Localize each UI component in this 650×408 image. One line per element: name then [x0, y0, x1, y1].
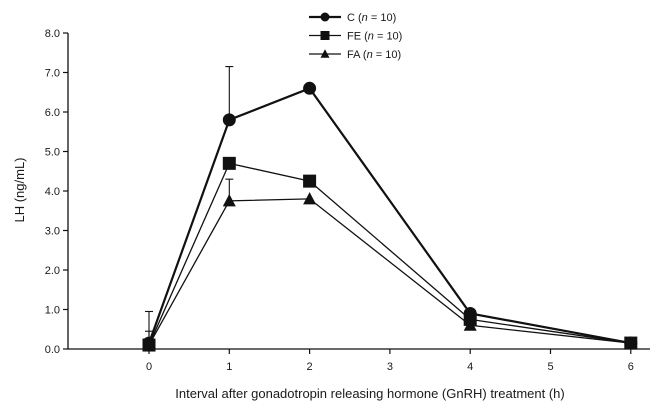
- x-tick-label: 5: [547, 361, 553, 373]
- x-tick-label: 2: [307, 361, 313, 373]
- legend-marker: [320, 12, 330, 22]
- data-point: [142, 338, 156, 351]
- data-point: [624, 336, 638, 349]
- legend-entry: FA (n = 10): [347, 49, 401, 61]
- y-tick-label: 3.0: [45, 226, 60, 238]
- series-line: [148, 198, 631, 346]
- data-point: [303, 81, 317, 95]
- legend-marker: [320, 49, 330, 58]
- y-tick-label: 0.0: [45, 344, 60, 356]
- data-point: [303, 192, 317, 205]
- data-point: [463, 318, 477, 331]
- y-tick-label: 5.0: [45, 147, 60, 159]
- x-tick-label: 3: [387, 361, 393, 373]
- x-tick-label: 1: [226, 361, 232, 373]
- axes: 0.0 1.0 2.0 3.0 4.0 5.0 6.0 7.0 8.0 0 1 2 3 4 5 6: [45, 28, 650, 373]
- data-series: [142, 66, 638, 352]
- data-point: [222, 194, 236, 207]
- y-tick-label: 4.0: [45, 186, 60, 198]
- legend-entry: C (n = 10): [347, 12, 396, 24]
- y-tick-label: 2.0: [45, 265, 60, 277]
- legend-marker: [320, 31, 330, 40]
- y-tick-label: 1.0: [45, 305, 60, 317]
- x-tick-label: 0: [146, 361, 152, 373]
- y-tick-label: 8.0: [45, 28, 60, 40]
- legend: C (n = 10) FE (n = 10) FA (n = 10): [309, 12, 402, 61]
- x-axis-title: Interval after gonadotropin releasing ho…: [175, 386, 564, 401]
- legend-entry: FE (n = 10): [347, 31, 402, 43]
- x-tick-label: 6: [628, 361, 634, 373]
- y-axis-title: LH (ng/mL): [12, 157, 27, 222]
- data-point: [303, 174, 317, 188]
- data-point: [222, 113, 236, 127]
- series-line: [148, 162, 631, 346]
- y-tick-label: 7.0: [45, 68, 60, 80]
- y-tick-label: 6.0: [45, 107, 60, 119]
- data-point: [222, 156, 236, 170]
- x-tick-label: 4: [467, 361, 473, 373]
